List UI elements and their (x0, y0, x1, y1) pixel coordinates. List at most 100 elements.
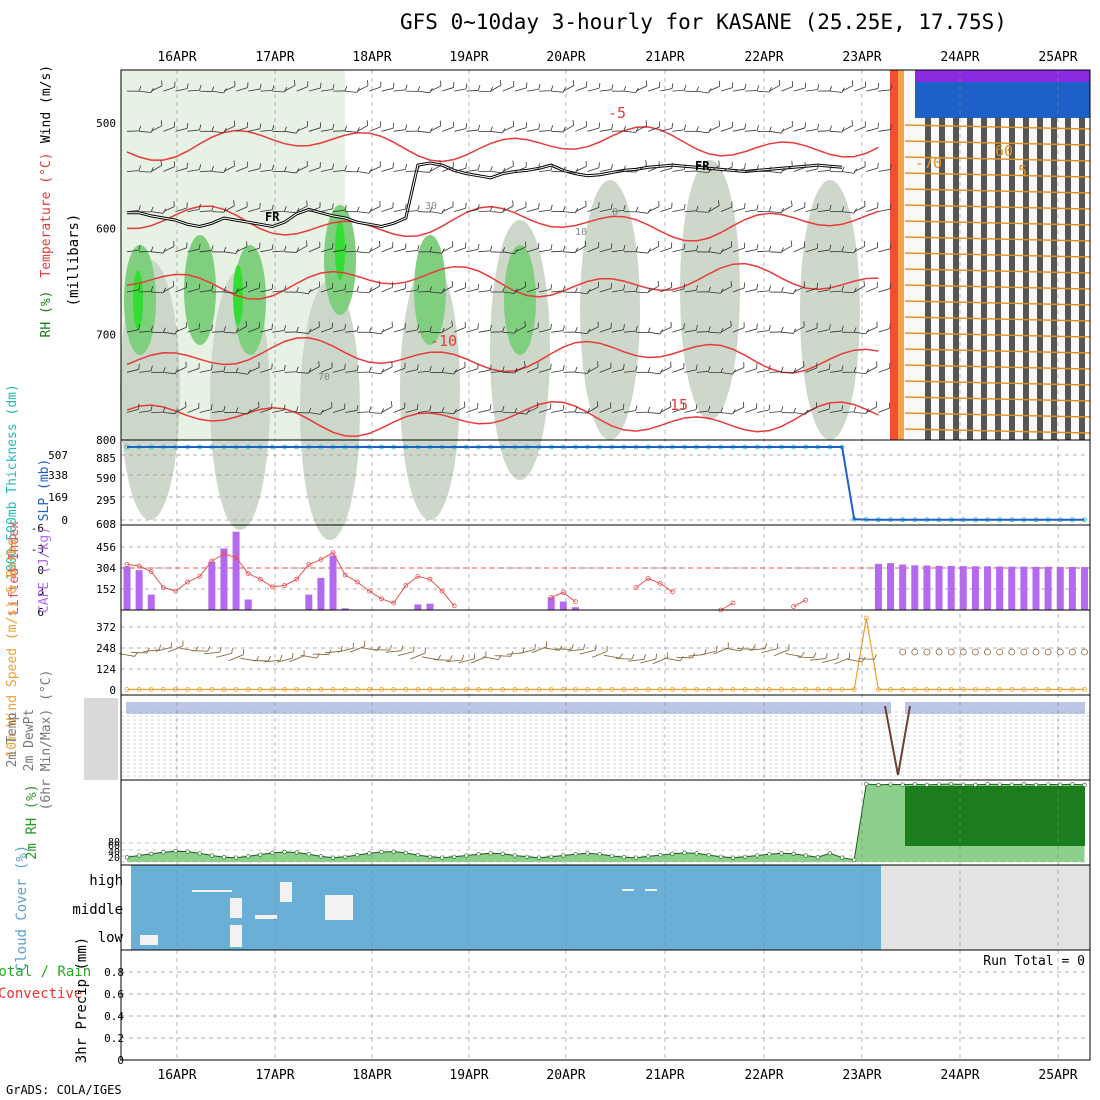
barb-staff (429, 165, 441, 172)
barb-staff (429, 125, 441, 132)
barb-flag (211, 205, 214, 211)
wind-barb (393, 402, 406, 413)
li-marker (379, 596, 384, 602)
barb-staff (599, 288, 612, 293)
barb-flag (477, 363, 479, 369)
barb-flag (610, 243, 613, 249)
barb-flag (380, 121, 381, 127)
barb-flag (344, 244, 347, 251)
barb-flag (366, 120, 369, 126)
wind-barb (223, 367, 239, 374)
wind-barb (757, 166, 772, 172)
barb-flag (259, 123, 262, 129)
barb-flag (875, 401, 878, 407)
wind-barb (672, 323, 685, 333)
wind-barb (684, 245, 699, 253)
barb-flag (429, 286, 433, 292)
barb-flag (865, 368, 869, 374)
wind-barb (369, 121, 381, 132)
hatched-column (1037, 118, 1043, 440)
barb-staff (490, 130, 503, 134)
thickness-axis-label: 1000~500mb Thickness (dm) (5, 384, 20, 580)
wind-barb (781, 240, 793, 253)
barb-staff (191, 650, 208, 652)
barb-flag (829, 363, 831, 370)
rh-marker (585, 851, 590, 856)
surface-wind-barb (664, 656, 684, 662)
barb-flag (683, 124, 687, 130)
barb-staff (599, 367, 612, 373)
wind-barb (466, 283, 480, 293)
wind-barb (684, 205, 699, 213)
barb-flag (392, 242, 394, 248)
barb-flag (439, 160, 441, 166)
wind-barb (551, 325, 565, 333)
barb-staff (454, 167, 466, 172)
wind-barb (817, 403, 831, 413)
wind-barb (745, 363, 758, 373)
wind-barb (260, 244, 274, 253)
barb-flag (768, 325, 771, 331)
li-line (126, 551, 806, 611)
barb-flag (464, 401, 466, 408)
barb-flag (864, 121, 866, 127)
barb-flag (537, 282, 539, 289)
barb-staff (223, 165, 235, 172)
wind-barb (139, 286, 154, 293)
barb-flag (829, 204, 832, 211)
wind-barb (187, 363, 200, 373)
wind-barb (854, 200, 866, 213)
barb-staff (696, 370, 709, 373)
li-marker (403, 583, 409, 588)
barb-staff (502, 371, 515, 374)
slp-axis-label: SLP (mb) (37, 459, 52, 522)
chart-title: GFS 0~10day 3-hourly for KASANE (25.25E,… (400, 10, 1007, 34)
wind-barb (744, 403, 758, 413)
late-isotherm (904, 156, 1091, 162)
barb-staff (817, 170, 830, 172)
barb-staff (700, 650, 717, 656)
barb-staff (660, 167, 672, 172)
wind-barb (151, 248, 167, 254)
wind-barb (139, 246, 154, 253)
wind-barb (672, 204, 686, 213)
rh-moist-core (414, 235, 446, 345)
barb-staff (466, 209, 479, 213)
wind-barb (866, 83, 880, 92)
cape-bar (911, 565, 919, 610)
barb-flag (247, 82, 249, 88)
barb-flag (670, 321, 672, 328)
barb-staff (211, 370, 224, 373)
wind-barb (538, 403, 552, 413)
rh-marker (124, 855, 130, 860)
barb-flag (173, 161, 175, 167)
barb-staff (720, 166, 733, 172)
barb-staff (635, 251, 649, 254)
barb-flag (344, 324, 346, 330)
wind-barb (369, 81, 382, 92)
barb-flag (780, 406, 784, 412)
hatched-column (967, 118, 973, 440)
wind-barb (732, 83, 747, 92)
barb-flag (392, 281, 393, 288)
top-day-label: 24APR (940, 50, 979, 65)
wind-barb (163, 121, 176, 132)
wind-barb (660, 123, 674, 132)
barb-staff (417, 90, 430, 94)
barb-staff (599, 248, 612, 253)
barb-staff (526, 208, 539, 213)
wind-barb (151, 367, 166, 373)
barb-flag (696, 126, 699, 132)
rh-marker (949, 781, 954, 787)
wind-barb (272, 404, 286, 413)
barb-staff (539, 169, 552, 172)
barb-staff (854, 86, 866, 92)
barb-flag (538, 203, 540, 209)
wind-barb (320, 163, 334, 172)
wind-barb (235, 122, 249, 132)
calm-marker (1044, 648, 1052, 656)
wind-barb (296, 200, 308, 213)
li-tick: -6 (31, 522, 44, 535)
wind-barb (526, 203, 540, 213)
barb-flag (623, 205, 626, 211)
